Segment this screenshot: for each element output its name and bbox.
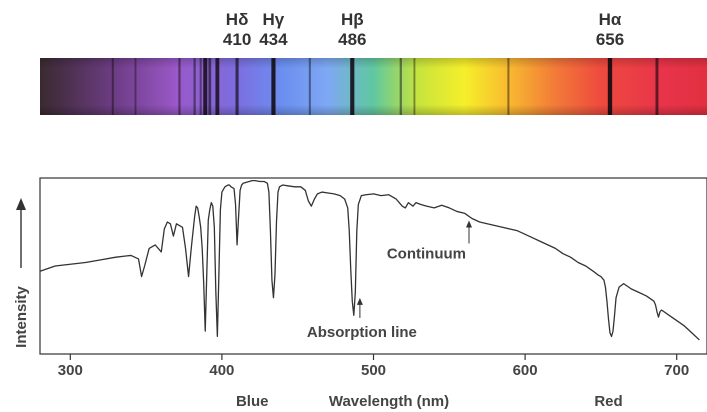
intensity-arrow-head-icon xyxy=(16,198,26,210)
y-axis-label: Intensity xyxy=(13,286,30,348)
line-label-name: Hα xyxy=(599,10,622,29)
continuum-arrow-head-icon xyxy=(466,220,472,228)
annotations: Continuum Absorption line xyxy=(307,220,472,341)
line-label-wavelength: 486 xyxy=(338,30,366,49)
line-label-name: Hδ xyxy=(226,10,249,29)
line-label-wavelength: 656 xyxy=(596,30,624,49)
absorption-arrow-head-icon xyxy=(356,297,363,305)
x-axis-label: Wavelength (nm) xyxy=(329,393,449,410)
absorption-line-label: Absorption line xyxy=(307,324,417,341)
intensity-curve xyxy=(39,179,700,341)
spectrum-band-shade xyxy=(40,58,707,115)
x-tick-label: 700 xyxy=(664,362,689,379)
x-tick-label: 400 xyxy=(209,362,234,379)
line-label-name: Hβ xyxy=(341,10,364,29)
region-label: Blue xyxy=(236,393,269,410)
x-tick-label: 600 xyxy=(513,362,538,379)
spectrum-strip xyxy=(40,58,707,115)
region-label: Red xyxy=(594,393,622,410)
line-label-wavelength: 410 xyxy=(223,30,251,49)
line-label-wavelength: 434 xyxy=(259,30,288,49)
region-labels: Blue Red xyxy=(236,393,623,410)
x-axis-ticks: 300 400 500 600 700 xyxy=(58,354,689,379)
x-tick-label: 500 xyxy=(361,362,386,379)
line-label-name: Hγ xyxy=(263,10,285,29)
x-tick-label: 300 xyxy=(58,362,83,379)
continuum-label: Continuum xyxy=(387,246,466,263)
